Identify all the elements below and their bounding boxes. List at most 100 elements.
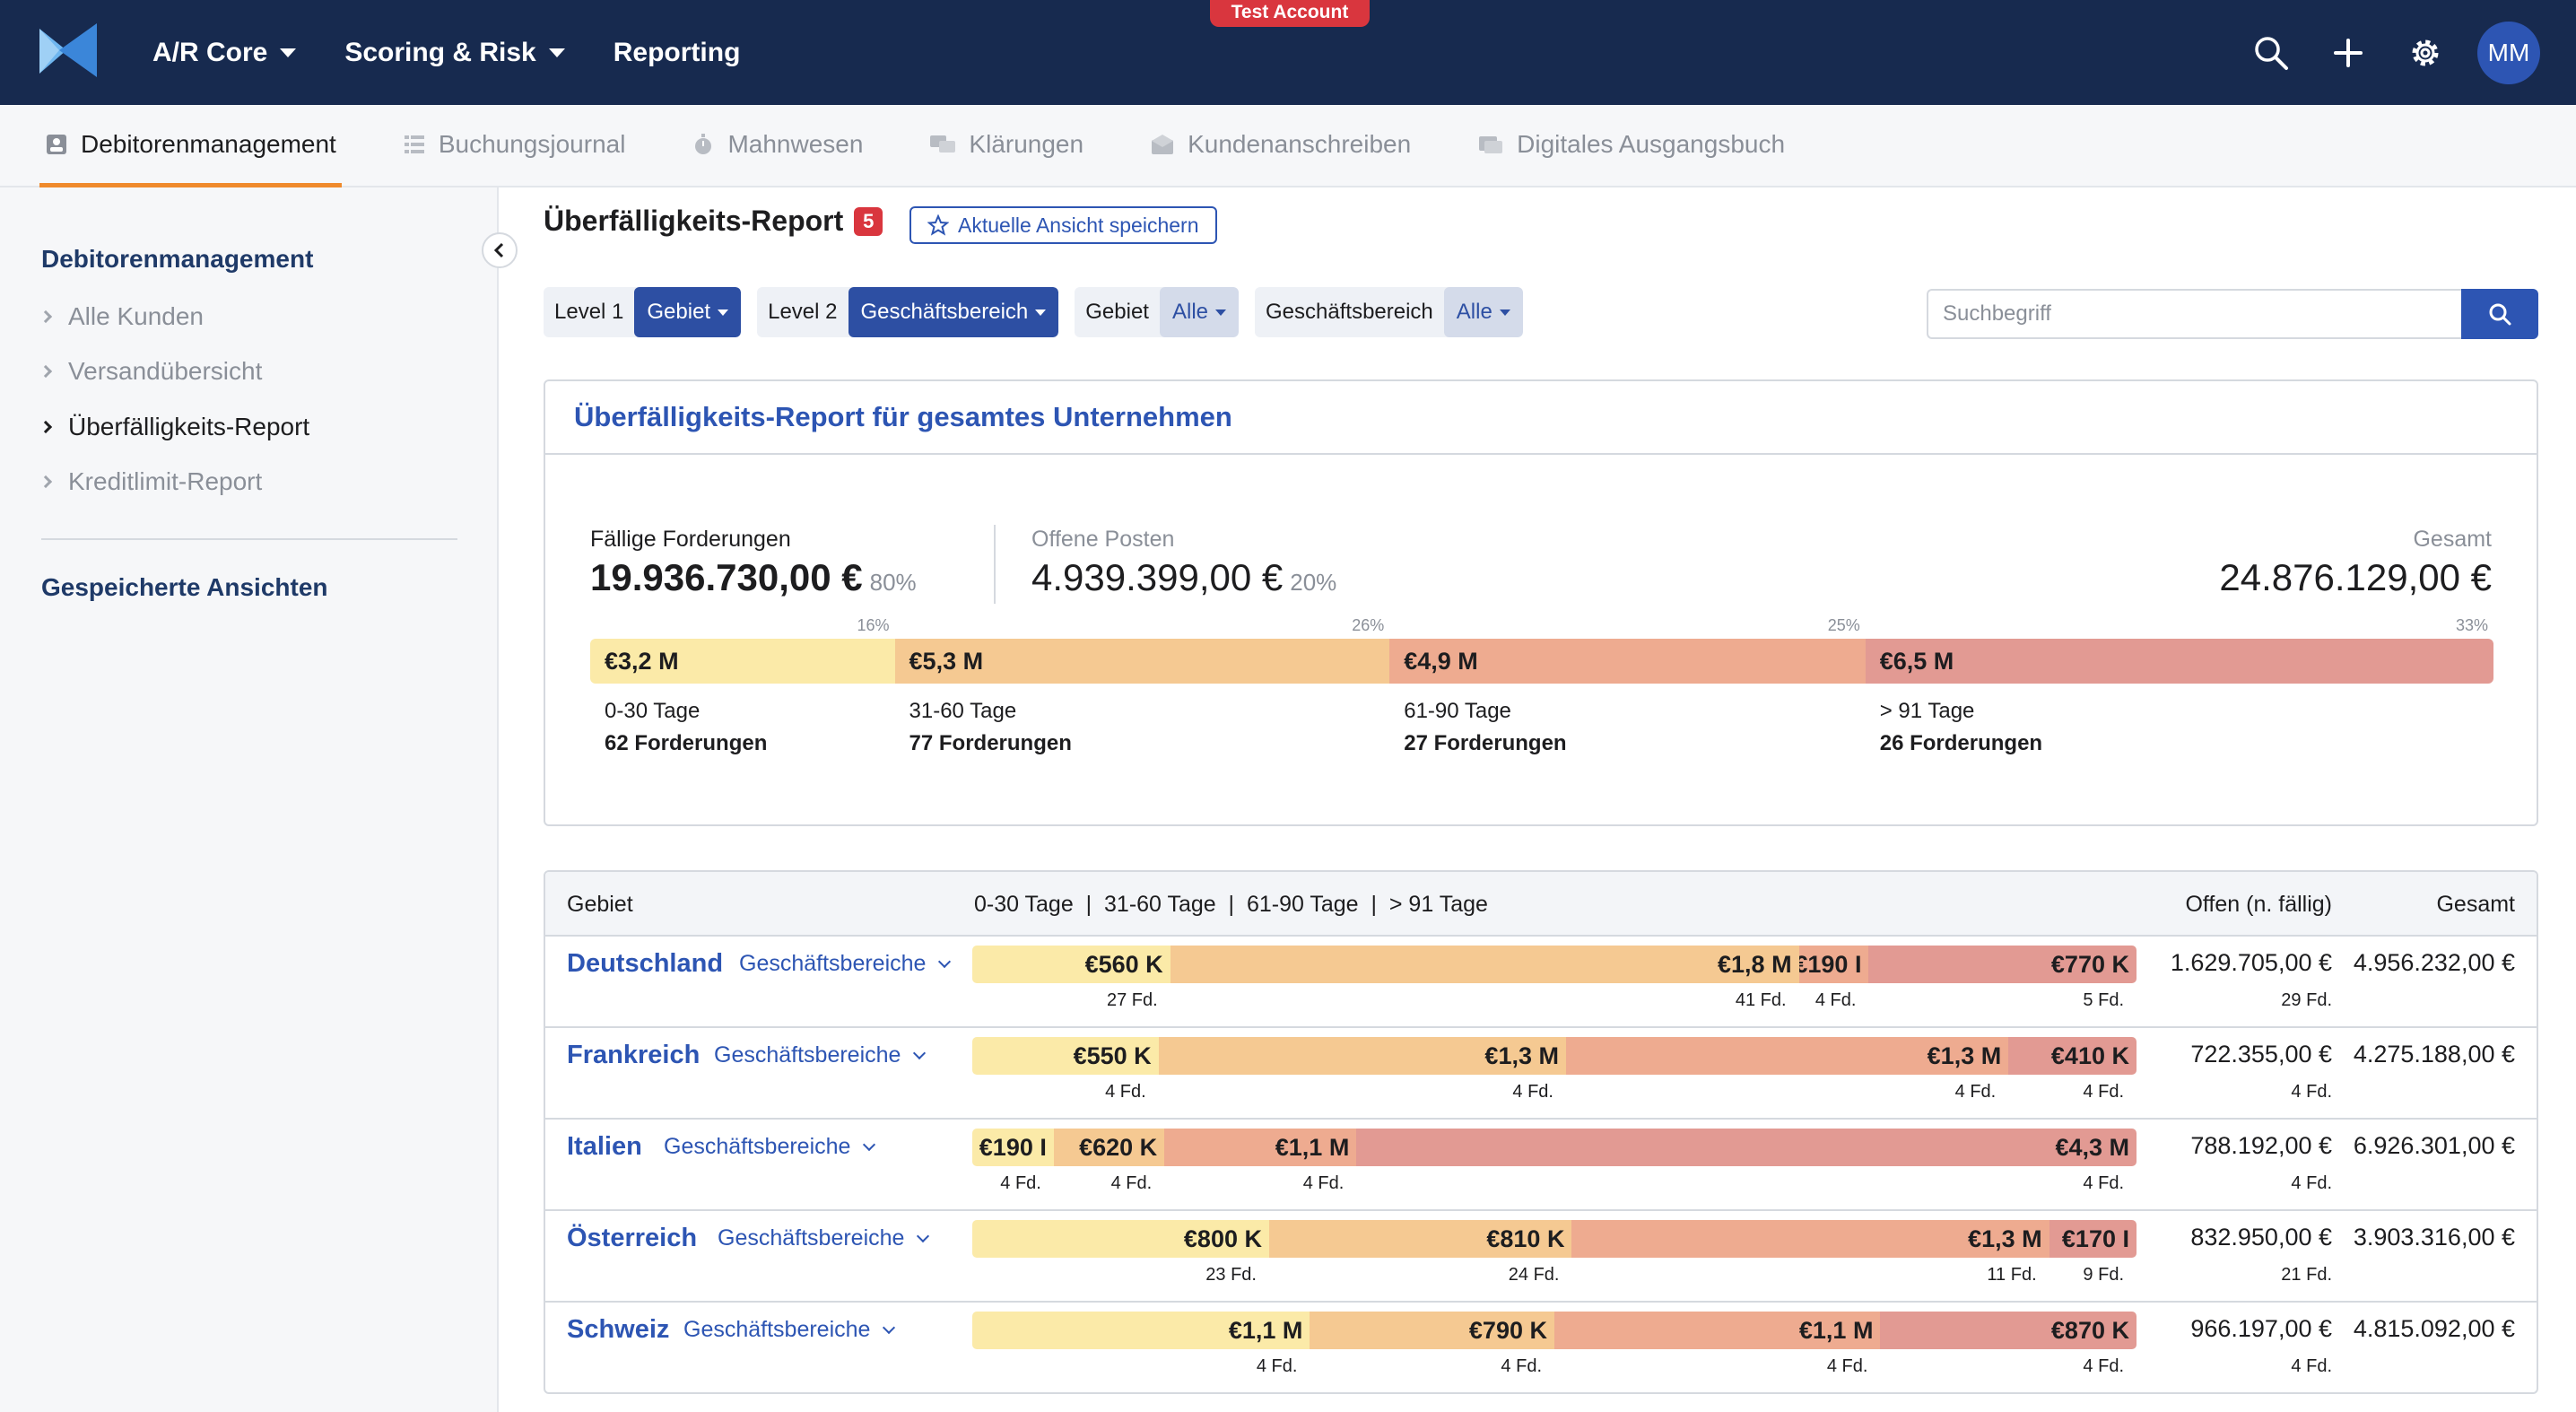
business-units-toggle[interactable]: Geschäftsbereiche — [714, 1042, 927, 1068]
sidebar-item-ueberfaelligkeits-report[interactable]: Überfälligkeits-Report — [39, 413, 309, 441]
row-aging-segment[interactable]: €560 K — [972, 946, 1171, 983]
open-count: 4 Fd. — [2291, 1356, 2332, 1376]
tab-buchungsjournal[interactable]: Buchungsjournal — [397, 103, 631, 186]
row-aging-segment[interactable]: €4,3 M — [1356, 1129, 2137, 1166]
open-count: 21 Fd. — [2281, 1265, 2332, 1285]
row-aging-segment[interactable]: €190 I — [972, 1129, 1054, 1166]
tab-label: Kundenanschreiben — [1188, 130, 1412, 158]
table-row: Österreich Geschäftsbereiche 23 Fd. 24 Fd. 1… — [545, 1211, 2537, 1303]
filter-gebiet: Gebiet Alle — [1075, 287, 1240, 337]
table-row: Schweiz Geschäftsbereiche 4 Fd. 4 Fd. 4 Fd. 4… — [545, 1303, 2537, 1392]
segment-count: 11 Fd. — [1987, 1265, 2037, 1285]
row-aging-segment[interactable]: €800 K — [972, 1220, 1269, 1258]
bucket-count: 62 Forderungen — [605, 731, 768, 755]
business-units-toggle[interactable]: Geschäftsbereiche — [664, 1134, 876, 1160]
row-aging-segment[interactable]: €810 K — [1268, 1220, 1572, 1258]
bucket-percent: 25% — [1827, 616, 1860, 634]
nav-scoring-risk[interactable]: Scoring & Risk — [344, 37, 565, 68]
search-button[interactable] — [2461, 289, 2538, 339]
row-aging-segment[interactable]: €1,1 M — [972, 1312, 1310, 1349]
gear-icon[interactable] — [2404, 31, 2447, 74]
segment-count: 4 Fd. — [1512, 1082, 1553, 1102]
search-input[interactable] — [1927, 289, 2461, 339]
row-aging-segment[interactable]: €190 I — [1798, 946, 1869, 983]
nav-reporting[interactable]: Reporting — [614, 38, 741, 68]
region-name-link[interactable]: Italien — [567, 1132, 642, 1161]
row-aging-segment[interactable]: €1,3 M — [1565, 1037, 2009, 1075]
row-aging-segment[interactable]: €1,8 M — [1170, 946, 1799, 983]
level-2-select[interactable]: Geschäftsbereich — [848, 287, 1059, 337]
chevron-right-icon — [39, 420, 53, 434]
tab-klaerungen[interactable]: Klärungen — [924, 103, 1089, 186]
bucket-label: 0-30 Tage 62 Forderungen — [605, 695, 767, 760]
tab-kundenanschreiben[interactable]: Kundenanschreiben — [1144, 103, 1416, 186]
kpi-total-label: Gesamt — [2413, 527, 2492, 552]
saved-views-heading[interactable]: Gespeicherte Ansichten — [41, 573, 328, 601]
region-name-link[interactable]: Österreich — [567, 1224, 698, 1252]
stopwatch-icon — [695, 134, 712, 154]
segment-count: 5 Fd. — [2083, 990, 2124, 1010]
tab-digitales-ausgangsbuch[interactable]: Digitales Ausgangsbuch — [1472, 103, 1790, 186]
collapse-sidebar-button[interactable] — [482, 232, 518, 268]
save-view-button[interactable]: Aktuelle Ansicht speichern — [909, 206, 1217, 244]
tab-debitorenmanagement[interactable]: Debitorenmanagement — [39, 103, 342, 187]
chevron-down-icon — [913, 1046, 927, 1059]
nav-ar-core-label: A/R Core — [152, 37, 268, 67]
caret-down-icon — [718, 309, 729, 316]
gebiet-select[interactable]: Alle — [1159, 287, 1240, 337]
row-aging-segment[interactable]: €770 K — [1868, 946, 2137, 983]
row-aging-segment[interactable]: €870 K — [1880, 1312, 2137, 1349]
row-aging-segment[interactable]: €1,3 M — [1158, 1037, 1566, 1075]
sidebar-item-alle-kunden[interactable]: Alle Kunden — [39, 302, 204, 331]
segment-count: 27 Fd. — [1106, 990, 1158, 1010]
business-units-toggle[interactable]: Geschäftsbereiche — [683, 1317, 896, 1343]
tab-mahnwesen[interactable]: Mahnwesen — [686, 103, 868, 186]
open-amount: 832.950,00 € — [2190, 1224, 2332, 1251]
nav-scoring-risk-label: Scoring & Risk — [344, 37, 536, 67]
total-amount: 6.926.301,00 € — [2353, 1132, 2515, 1159]
sidebar: Debitorenmanagement Alle Kunden Versandü… — [0, 187, 499, 1412]
level-1-select[interactable]: Gebiet — [634, 287, 742, 337]
tab-label: Mahnwesen — [727, 130, 864, 158]
business-units-toggle[interactable]: Geschäftsbereiche — [739, 951, 952, 977]
plus-icon[interactable] — [2327, 31, 2370, 74]
count-badge: 5 — [854, 206, 883, 236]
row-aging-segment[interactable]: €410 K — [2008, 1037, 2137, 1075]
row-aging-segment[interactable]: €550 K — [972, 1037, 1159, 1075]
nav-ar-core[interactable]: A/R Core — [152, 37, 297, 68]
sidebar-item-kreditlimit-report[interactable]: Kreditlimit-Report — [39, 467, 262, 496]
filter-label: Gebiet — [1085, 300, 1149, 324]
row-aging-segment[interactable]: €790 K — [1310, 1312, 1554, 1349]
sidebar-item-label: Versandübersicht — [68, 357, 263, 385]
segment-count: 4 Fd. — [2083, 1082, 2124, 1102]
segment-count: 4 Fd. — [1302, 1173, 1345, 1193]
bucket-range: 31-60 Tage — [909, 699, 1017, 723]
filter-label: Geschäftsbereich — [1266, 300, 1433, 324]
sidebar-item-versanduebersicht[interactable]: Versandübersicht — [39, 357, 263, 386]
row-aging-segment[interactable]: €1,1 M — [1554, 1312, 1881, 1349]
row-aging-segment[interactable]: €1,1 M — [1164, 1129, 1357, 1166]
segment-count: 4 Fd. — [2083, 1356, 2124, 1376]
avatar[interactable]: MM — [2477, 21, 2540, 84]
kpi-due: Fällige Forderungen 19.936.730,00 €80% — [590, 527, 917, 599]
region-name-link[interactable]: Frankreich — [567, 1041, 701, 1069]
business-units-toggle[interactable]: Geschäftsbereiche — [718, 1225, 930, 1251]
row-aging-segment[interactable]: €1,3 M — [1571, 1220, 2049, 1258]
region-name-link[interactable]: Schweiz — [567, 1315, 670, 1344]
app-logo[interactable] — [39, 23, 97, 77]
kpi-due-pct: 80% — [869, 569, 917, 596]
open-amount: 966.197,00 € — [2190, 1315, 2332, 1342]
search-icon[interactable] — [2250, 31, 2293, 74]
total-amount: 4.815.092,00 € — [2353, 1315, 2515, 1342]
region-name-link[interactable]: Deutschland — [567, 949, 724, 978]
row-aging-segment[interactable]: €170 I — [2049, 1220, 2137, 1258]
top-bar: A/R Core Scoring & Risk Reporting Test A… — [0, 0, 2576, 105]
filter-geschaeftsbereich: Geschäftsbereich Alle — [1255, 287, 1523, 337]
row-aging-segment[interactable]: €620 K — [1053, 1129, 1165, 1166]
geschaeftsbereich-select[interactable]: Alle — [1443, 287, 1523, 337]
bucket-percent: 16% — [857, 616, 890, 634]
bucket-count: 26 Forderungen — [1879, 731, 2043, 755]
open-count: 29 Fd. — [2281, 990, 2332, 1010]
inbox-icon — [1479, 136, 1503, 153]
segment-count: 4 Fd. — [1954, 1082, 1997, 1102]
